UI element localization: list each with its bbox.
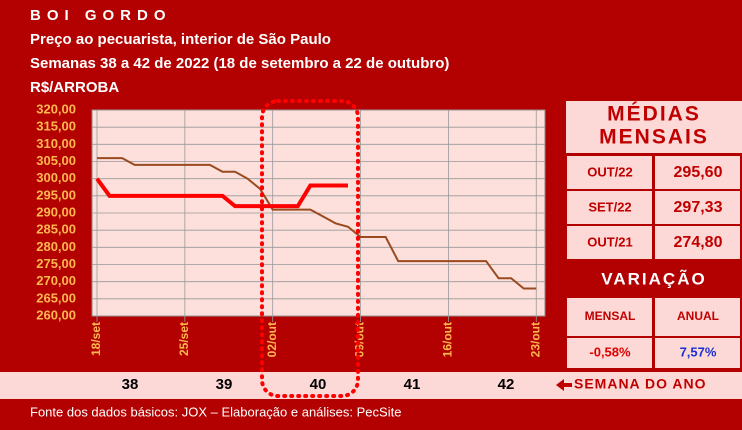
cell [655,191,740,224]
arrow [556,379,572,391]
highlight [260,99,360,398]
week-label: 39 [216,376,233,393]
month-value: 274,80 [674,234,723,251]
cell [567,226,652,259]
chart-title: BOI GORDO [30,7,172,24]
y-tick-label: 320,00 [36,101,76,116]
weeks-label: SEMANA DO ANO [574,376,707,392]
y-tick-label: 315,00 [36,119,76,134]
week-label: 41 [404,376,421,393]
y-tick-label: 260,00 [36,307,76,322]
variation-value: 7,57% [680,344,717,359]
cell [567,191,652,224]
panel-title: MÉDIAS [607,103,701,126]
y-tick-label: 305,00 [36,153,76,168]
y-tick-label: 280,00 [36,239,76,254]
series-line [97,157,537,290]
panel-header [566,101,742,153]
x-tick-label: 02/out [265,322,279,357]
month-value: 295,60 [674,164,723,181]
x-tick-label: 16/out [441,322,455,357]
y-tick-label: 295,00 [36,187,76,202]
cell [655,298,740,336]
cell [655,226,740,259]
panel-title: MENSAIS [599,126,709,149]
week-label: 40 [310,376,327,393]
week-label: 42 [498,376,515,393]
y-tick-label: 290,00 [36,204,76,219]
cell [567,338,652,368]
x-tick-label: 25/set [177,322,191,356]
y-tick-label: 300,00 [36,170,76,185]
y-tick-label: 310,00 [36,136,76,151]
subtitle: Preço ao pecuarista, interior de São Pau… [30,31,331,48]
cell [655,338,740,368]
month-label: OUT/22 [587,164,633,179]
month-label: SET/22 [588,199,631,214]
variation-header: ANUAL [677,309,719,323]
footer: Fonte dos dados básicos: JOX – Elaboraçã… [30,404,401,419]
y-tick-label: 275,00 [36,256,76,271]
y-tick-label: 270,00 [36,273,76,288]
week-label: 38 [122,376,139,393]
month-value: 297,33 [674,199,723,216]
period: Semanas 38 a 42 de 2022 (18 de setembro … [30,55,449,72]
averages: OUT/22 295,60 SET/22 297,33 OUT/21 274,80 [567,156,740,259]
variation-value: -0,58% [589,344,631,359]
plot: 260,00 265,00 270,00 275,00 280,00 285,00 290,… [36,101,545,357]
y-tick-label: 265,00 [36,290,76,305]
cell [567,156,652,189]
variation-header: MENSAL [585,309,636,323]
weeks: 38 39 40 41 42 [122,376,515,393]
month-label: OUT/21 [587,234,633,249]
variation-title: VARIAÇÃO [601,268,706,288]
cell [567,298,652,336]
cell [655,156,740,189]
y-axis-title: R$/ARROBA [30,79,119,96]
series-line [95,177,348,209]
x-tick-label: 18/set [89,322,103,356]
x-tick-label: 23/out [528,322,542,357]
week-strip [0,372,742,399]
y-tick-label: 285,00 [36,222,76,237]
